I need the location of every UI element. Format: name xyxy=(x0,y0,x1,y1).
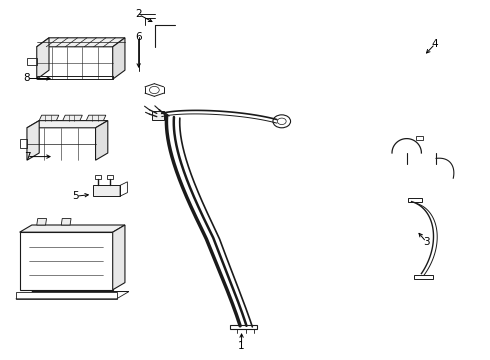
Polygon shape xyxy=(39,115,59,121)
Bar xyxy=(20,232,113,290)
Bar xyxy=(230,325,257,329)
Polygon shape xyxy=(86,115,106,121)
Text: 1: 1 xyxy=(238,341,245,351)
Polygon shape xyxy=(37,219,47,225)
Bar xyxy=(408,198,422,202)
Text: 3: 3 xyxy=(423,237,430,247)
Polygon shape xyxy=(63,115,82,121)
Bar xyxy=(107,175,113,179)
Text: 8: 8 xyxy=(24,73,30,84)
Polygon shape xyxy=(27,121,39,160)
Polygon shape xyxy=(20,225,125,232)
Text: 2: 2 xyxy=(135,9,142,19)
Polygon shape xyxy=(37,38,125,47)
Bar xyxy=(95,175,101,179)
Polygon shape xyxy=(113,225,125,290)
Polygon shape xyxy=(93,185,120,196)
Polygon shape xyxy=(37,38,49,79)
Bar xyxy=(16,292,117,299)
Text: 7: 7 xyxy=(24,152,30,162)
Polygon shape xyxy=(27,121,108,128)
Polygon shape xyxy=(113,38,125,79)
Text: 6: 6 xyxy=(135,32,142,42)
Bar xyxy=(37,76,113,79)
Text: 5: 5 xyxy=(73,191,79,201)
Polygon shape xyxy=(61,219,71,225)
Polygon shape xyxy=(152,111,164,120)
Bar xyxy=(414,275,433,279)
Polygon shape xyxy=(96,121,108,160)
Bar xyxy=(416,136,423,140)
Text: 4: 4 xyxy=(432,39,439,49)
